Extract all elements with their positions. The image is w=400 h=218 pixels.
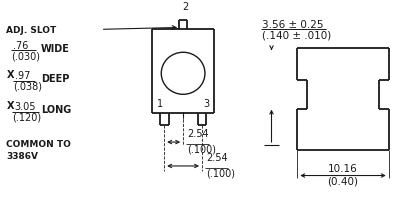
Text: 3.05: 3.05 xyxy=(14,102,36,112)
Text: 1: 1 xyxy=(157,99,164,109)
Text: (0.40): (0.40) xyxy=(328,177,358,186)
Text: .76: .76 xyxy=(13,41,29,51)
Text: WIDE: WIDE xyxy=(41,44,70,54)
Text: (.100): (.100) xyxy=(187,145,216,155)
Text: (.120): (.120) xyxy=(12,112,42,123)
Text: 2.54: 2.54 xyxy=(206,153,228,163)
Text: 3: 3 xyxy=(203,99,209,109)
Text: (.140 ± .010): (.140 ± .010) xyxy=(262,30,331,40)
Text: X: X xyxy=(6,70,14,80)
Text: .97: .97 xyxy=(15,71,31,81)
Text: 2.54: 2.54 xyxy=(187,129,209,139)
Text: 3386V: 3386V xyxy=(6,152,38,161)
Text: DEEP: DEEP xyxy=(41,74,70,84)
Text: 10.16: 10.16 xyxy=(328,164,358,174)
Text: 3.56 ± 0.25: 3.56 ± 0.25 xyxy=(262,20,323,30)
Text: (.038): (.038) xyxy=(13,82,42,92)
Text: (.100): (.100) xyxy=(206,169,235,179)
Text: X: X xyxy=(6,101,14,111)
Text: LONG: LONG xyxy=(41,105,71,115)
Circle shape xyxy=(161,52,205,94)
Text: (.030): (.030) xyxy=(11,51,40,61)
Text: 2: 2 xyxy=(182,2,188,12)
Text: COMMON TO: COMMON TO xyxy=(6,140,71,149)
Text: ADJ. SLOT: ADJ. SLOT xyxy=(6,26,57,34)
